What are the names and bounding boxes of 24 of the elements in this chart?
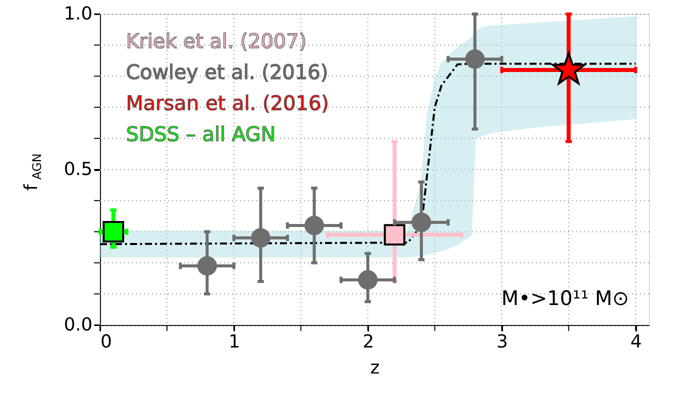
y-axis-title: fAGN [21, 153, 44, 191]
point [358, 270, 378, 290]
point [465, 49, 485, 69]
x-tick-label: 0 [100, 332, 112, 352]
point [384, 224, 406, 246]
point [250, 228, 270, 248]
x-tick-label: 1 [228, 332, 240, 352]
point [304, 216, 324, 236]
x-tick-label: 4 [630, 332, 642, 352]
annotation: M•>10¹¹ M⊙ [501, 286, 629, 310]
y-tick-label: 0.5 [64, 159, 92, 180]
point [412, 212, 432, 232]
x-tick-label: 3 [496, 332, 508, 352]
y-tick-label: 1.0 [64, 4, 92, 24]
text: Marsan et al. (2016) [126, 91, 329, 115]
point [102, 220, 124, 242]
y-tick-label: 0.0 [64, 314, 92, 336]
text: Cowley et al. (2016) [126, 60, 328, 84]
text: Kriek et al. (2007) [126, 29, 307, 53]
text: SDSS – all AGN [126, 122, 276, 146]
x-axis-title: z [370, 358, 380, 378]
x-tick-label: 2 [362, 332, 374, 352]
point [552, 52, 586, 84]
point [197, 256, 217, 276]
